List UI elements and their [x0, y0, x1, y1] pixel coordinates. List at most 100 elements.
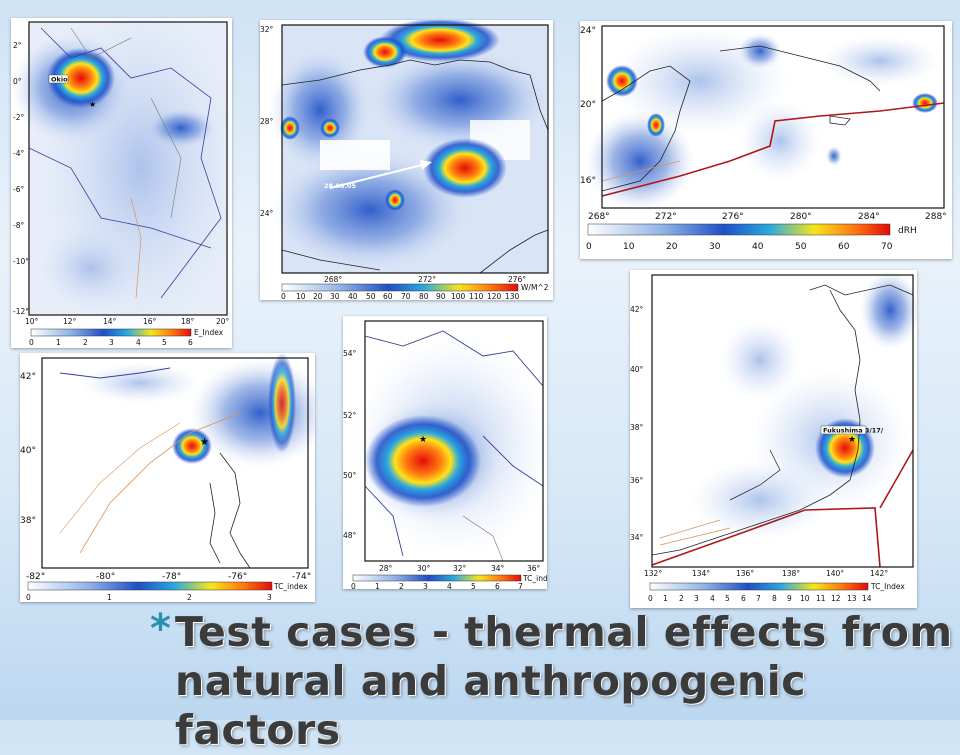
y-tick: 28° — [260, 117, 274, 126]
index-field — [36, 223, 146, 313]
x-tick: 16° — [143, 317, 157, 326]
x-ticks: 268° 272° 276° 280° 284° 288° — [588, 212, 947, 222]
colorbar — [27, 581, 273, 591]
plate-boundary — [651, 449, 914, 568]
y-tick: 40° — [20, 446, 36, 456]
event-star: ★ — [89, 100, 96, 109]
country-border — [28, 147, 212, 249]
colorbar-tick: 7 — [518, 582, 523, 589]
colorbar-tick: 1 — [56, 338, 61, 347]
x-tick: 134° — [692, 569, 710, 578]
y-ticks: 54° 52° 50° 48° — [343, 349, 357, 540]
humidity-field — [740, 101, 820, 181]
x-tick: 12° — [63, 317, 77, 326]
coastline — [462, 515, 504, 562]
colorbar-tick: 12 — [831, 594, 841, 603]
coastline — [281, 59, 549, 131]
colorbar-tick: 20 — [666, 242, 678, 252]
colorbar-tick: 70 — [401, 292, 411, 300]
colorbar-tick: 0 — [648, 594, 653, 603]
chesapeake-bay — [209, 482, 221, 564]
colorbar-tick: 6 — [495, 582, 500, 589]
hotspot — [912, 93, 938, 113]
colorbar-tick: 10 — [296, 292, 306, 300]
x-tick: 34° — [491, 564, 505, 573]
country-border — [70, 27, 182, 219]
hotspot — [280, 116, 300, 140]
hotspot — [380, 20, 500, 62]
x-ticks: 28° 30° 32° 34° 36° — [379, 564, 541, 573]
y-tick: 0° — [13, 77, 22, 86]
y-tick: 16° — [580, 176, 596, 186]
colorbar-ticks: 0 1 2 3 4 5 6 7 — [351, 582, 523, 589]
y-tick: -8° — [13, 221, 24, 230]
y-tick: 52° — [343, 411, 357, 420]
colorbar — [352, 574, 522, 582]
y-tick: 42° — [630, 305, 644, 314]
index-field — [80, 363, 200, 403]
colorbar-tick: 7 — [756, 594, 761, 603]
x-tick: -74° — [292, 572, 311, 582]
x-tick: 30° — [417, 564, 431, 573]
x-tick: 276° — [722, 212, 744, 222]
x-tick: 138° — [782, 569, 800, 578]
coastline-honshu — [651, 289, 861, 556]
hotspot — [606, 65, 638, 97]
y-tick: 24° — [580, 26, 596, 36]
y-tick: -2° — [13, 113, 24, 122]
colorbar-tick: 6 — [741, 594, 746, 603]
x-ticks: 268° 272° 276° — [324, 275, 526, 284]
colorbar-tick: 3 — [694, 594, 699, 603]
colorbar-unit: W/M^2 — [521, 283, 549, 292]
x-ticks: 132° 134° 136° 138° 140° 142° — [644, 569, 888, 578]
clear-area — [320, 140, 390, 170]
colorbar-tick: 3 — [109, 338, 114, 347]
colorbar-tick: 50 — [366, 292, 376, 300]
x-tick: 268° — [324, 275, 342, 284]
map-ukraine-svg: ★ 54° 52° 50° 48° 28° 30° 32° 34° 36° TC… — [343, 320, 547, 589]
map-panel-ukraine: ★ 54° 52° 50° 48° 28° 30° 32° 34° 36° TC… — [343, 316, 547, 589]
x-tick: 276° — [508, 275, 526, 284]
colorbar-tick: 14 — [862, 594, 872, 603]
x-tick: 20° — [216, 317, 230, 326]
hotspot — [172, 428, 212, 464]
y-tick: 2° — [13, 41, 22, 50]
point-label: Okio — [51, 76, 68, 84]
point-label-box — [820, 425, 867, 435]
y-ticks: 2° 0° -2° -4° -6° -8° -10° -12° — [13, 41, 29, 316]
humidity-field — [585, 111, 695, 211]
colorbar-tick: 2 — [679, 594, 684, 603]
x-tick: 140° — [826, 569, 844, 578]
colorbar-tick: 1 — [107, 593, 112, 602]
colorbar-tick: 30 — [709, 242, 721, 252]
event-star: ★ — [848, 435, 856, 445]
humidity-field — [820, 36, 940, 86]
map-border — [601, 25, 945, 209]
fault-line — [659, 519, 731, 546]
slide-title: Test cases - thermal effects from natura… — [175, 608, 955, 755]
colorbar-tick: 10 — [800, 594, 810, 603]
x-tick: 14° — [103, 317, 117, 326]
x-tick: 18° — [181, 317, 195, 326]
colorbar-tick: 80 — [419, 292, 429, 300]
index-field — [720, 320, 800, 400]
coastline — [219, 452, 251, 569]
lake-shore — [59, 367, 171, 379]
y-tick: 36° — [630, 476, 644, 485]
map-panel-us-east: ★ 42° 40° 38° -82° -80° -78° -76° -74° T… — [20, 353, 315, 602]
x-tick: 272° — [418, 275, 436, 284]
x-tick: 272° — [655, 212, 677, 222]
colorbar-tick: 4 — [136, 338, 141, 347]
colorbar — [587, 223, 891, 236]
x-tick: 268° — [588, 212, 610, 222]
colorbar — [281, 283, 519, 292]
pointer-arrowhead — [420, 160, 432, 170]
pointer-arrow — [329, 164, 423, 189]
plate-boundary — [601, 102, 945, 197]
coastline — [729, 449, 781, 501]
map-border — [281, 24, 549, 274]
map-panel-congo: ★ Okio 2° 0° -2° -4° -6° -8° -10° -12° 1… — [11, 18, 232, 348]
colorbar-tick: 5 — [162, 338, 167, 347]
x-tick: 284° — [858, 212, 880, 222]
colorbar-tick: 130 — [505, 292, 520, 300]
